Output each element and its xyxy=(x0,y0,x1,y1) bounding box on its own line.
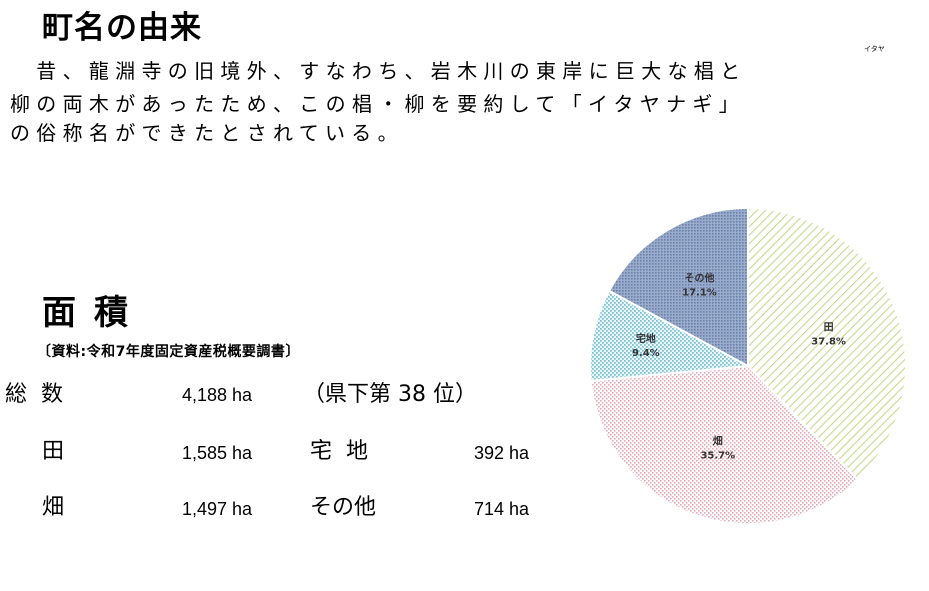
area-source: 〔資料:令和7年度固定資産税概要調書〕 xyxy=(37,344,300,360)
total-rank: （県下第 38 位） xyxy=(303,382,477,407)
pie-label-residential-percent: 9.4% xyxy=(632,348,660,359)
total-value: 4,188 ha xyxy=(182,385,253,405)
origin-line-3: の俗称名ができたとされている。 xyxy=(10,121,404,145)
total-label: 総数 xyxy=(5,382,78,407)
other-value: 714 ha xyxy=(474,499,530,519)
upland-field-label: 畑 xyxy=(42,495,65,520)
pie-label-other-percent: 17.1% xyxy=(682,288,717,299)
residential-value: 392 ha xyxy=(474,443,530,463)
origin-line-1: 昔、龍淵寺の旧境外、すなわち、岩木川の東岸に巨大な椙と xyxy=(10,59,747,83)
pie-slice-other xyxy=(607,206,749,368)
upland-field-value: 1,497 ha xyxy=(182,499,253,519)
origin-ruby: イタヤ xyxy=(864,45,885,53)
pie-label-rice-field-percent: 37.8% xyxy=(811,337,846,348)
pie-label-rice-field-name: 田 xyxy=(824,322,834,334)
area-title: 面積 xyxy=(42,293,146,333)
other-label: その他 xyxy=(310,495,377,520)
rice-field-value: 1,585 ha xyxy=(182,443,253,463)
pie-slice-residential xyxy=(589,289,752,382)
rice-field-label: 田 xyxy=(42,439,65,464)
pie-label-other-name: その他 xyxy=(684,272,714,285)
pie-slice-rice-field xyxy=(747,206,907,482)
pie-label-upland-field-name: 畑 xyxy=(713,434,723,447)
origin-line-2: 柳の両木があったため、この椙・柳を要約して「イタヤナギ」 xyxy=(10,92,745,116)
area-pie-chart: 田 37.8% 畑 35.7% 宅地 9.4% その他 17.1% xyxy=(589,206,907,525)
pie-label-upland-field-percent: 35.7% xyxy=(700,450,735,461)
residential-label: 宅地 xyxy=(310,439,383,464)
pie-slice-upland-field xyxy=(589,364,860,525)
pie-label-residential-name: 宅地 xyxy=(636,332,656,345)
origin-title: 町名の由来 xyxy=(42,10,202,46)
